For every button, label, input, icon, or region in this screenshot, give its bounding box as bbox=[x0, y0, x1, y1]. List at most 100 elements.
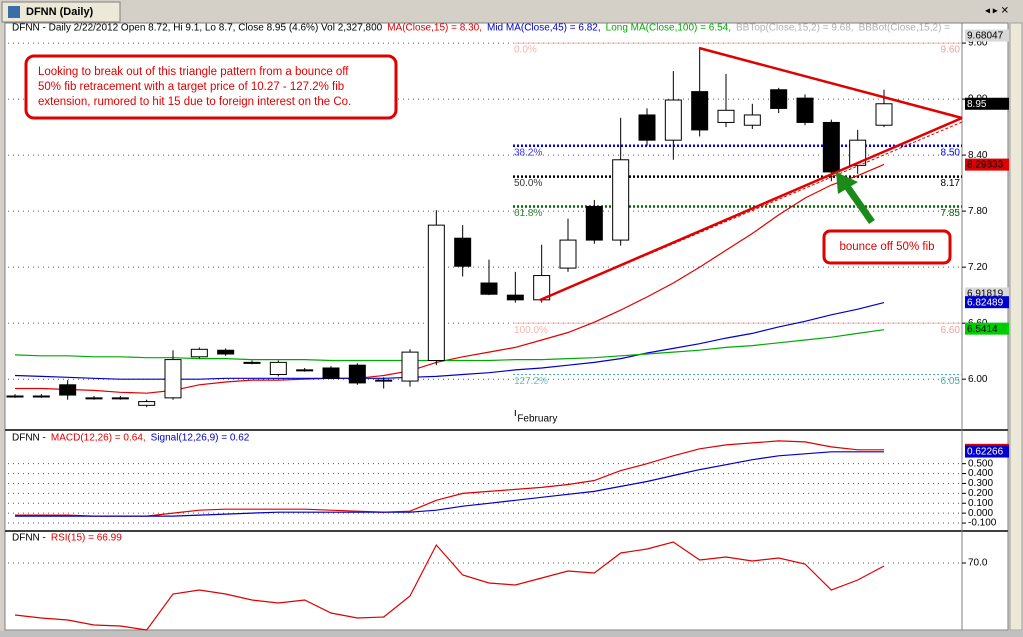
candle-body bbox=[190, 348, 208, 358]
y-tick-label: 7.20 bbox=[968, 262, 988, 273]
fib-name: 100.0% bbox=[514, 325, 548, 336]
price-tag-label: 6.91819 bbox=[967, 289, 1004, 300]
fib-name: 50.0% bbox=[514, 178, 542, 189]
panel-title: BBBot(Close,15,2) = bbox=[859, 23, 951, 34]
candle-body bbox=[691, 91, 709, 131]
candle-body bbox=[559, 239, 577, 269]
note-line: 50% fib retracement with a target price … bbox=[38, 81, 344, 93]
candle-body bbox=[638, 114, 656, 141]
y-tick-label: 0.300 bbox=[968, 478, 993, 489]
candle-body bbox=[454, 237, 472, 267]
series-line bbox=[15, 451, 884, 517]
y-tick-label: -0.100 bbox=[968, 518, 997, 529]
fib-value: 6.05 bbox=[941, 376, 961, 387]
panel-title: RSI(15) = 66.99 bbox=[51, 533, 122, 544]
fib-value: 6.60 bbox=[941, 325, 961, 336]
callout-arrowhead bbox=[836, 172, 858, 194]
y-tick-label: 0.200 bbox=[968, 488, 993, 499]
candle-body bbox=[664, 99, 682, 141]
candle-body bbox=[164, 359, 182, 399]
callout-frame bbox=[822, 229, 952, 265]
y-tick-label: 0.500 bbox=[968, 458, 993, 469]
panel-title: MACD(12,26) = 0.64, bbox=[51, 433, 146, 444]
price-tag-label: 8.95 bbox=[967, 99, 987, 110]
candle-body bbox=[138, 401, 156, 406]
candle-body bbox=[32, 395, 50, 398]
candle-body bbox=[348, 364, 366, 384]
candle-body bbox=[770, 89, 788, 109]
fib-value: 7.85 bbox=[941, 208, 961, 219]
panel-title: MA(Close,15) = 8.30, bbox=[387, 23, 482, 34]
trendline bbox=[539, 116, 963, 302]
callout: bounce off 50% fib bbox=[822, 172, 952, 265]
y-tick-label: 0.400 bbox=[968, 468, 993, 479]
price-tag bbox=[965, 29, 1009, 42]
y-tick-label: 8.40 bbox=[968, 150, 988, 161]
bottom-tabs bbox=[0, 631, 1023, 637]
candle-body bbox=[6, 395, 24, 398]
candle-body bbox=[111, 397, 129, 400]
window-controls[interactable]: ◂ ▸ ✕ bbox=[985, 6, 1009, 17]
note-box: Looking to break out of this triangle pa… bbox=[24, 54, 398, 120]
price-tag bbox=[965, 296, 1009, 309]
candle-body bbox=[875, 103, 893, 126]
candle-body bbox=[85, 397, 103, 400]
series-line bbox=[14, 541, 885, 631]
price-tag bbox=[965, 322, 1009, 335]
callout-arrow bbox=[843, 182, 875, 225]
y-tick-label: 70.0 bbox=[968, 558, 988, 569]
price-tag bbox=[965, 97, 1009, 110]
plots: DFNN - Daily 2/22/2012 Open 8.72, Hi 9.1… bbox=[6, 23, 1009, 631]
fib-name: 127.2% bbox=[514, 376, 548, 387]
candle-body bbox=[243, 361, 261, 364]
fib-name: 0.0% bbox=[514, 45, 537, 56]
candle-body bbox=[59, 384, 77, 396]
callout-text: bounce off 50% fib bbox=[839, 241, 934, 253]
series-line bbox=[15, 163, 885, 394]
candle-body bbox=[296, 369, 314, 372]
series-line bbox=[15, 440, 884, 517]
candle-body bbox=[849, 139, 867, 166]
note-line: Looking to break out of this triangle pa… bbox=[38, 66, 349, 78]
fib-value: 9.60 bbox=[941, 45, 961, 56]
candle-body bbox=[717, 109, 735, 123]
window-tab[interactable] bbox=[1, 1, 121, 23]
price-tag-label: 6.82489 bbox=[967, 297, 1004, 308]
panel-title: Mid MA(Close,45) = 6.82, bbox=[487, 23, 601, 34]
price-tag-label: 0.62266 bbox=[967, 447, 1004, 458]
y-tick-label: 0.100 bbox=[968, 498, 993, 509]
candle-body bbox=[322, 367, 340, 379]
candle-body bbox=[822, 121, 840, 173]
y-tick-label: 7.80 bbox=[968, 206, 988, 217]
panel-title: BBTop(Close,15,2) = 9.68, bbox=[736, 23, 854, 34]
chart-area bbox=[4, 22, 1009, 631]
y-tick-label: 6.00 bbox=[968, 374, 988, 385]
scrollbar[interactable] bbox=[1009, 22, 1023, 631]
candle-body bbox=[401, 351, 419, 382]
window-title: DFNN (Daily) bbox=[26, 6, 94, 18]
panel-title: Long MA(Close,100) = 6.54, bbox=[606, 23, 731, 34]
note-frame bbox=[24, 54, 398, 120]
fib-value: 8.50 bbox=[941, 147, 961, 158]
candle-body bbox=[375, 379, 393, 382]
trendline bbox=[698, 46, 963, 120]
y-tick-label: 9.60 bbox=[968, 38, 988, 49]
fib-name: 38.2% bbox=[514, 147, 542, 158]
price-tag-label: 6.5414 bbox=[967, 324, 998, 335]
series-line bbox=[14, 329, 885, 362]
series-line bbox=[14, 302, 885, 380]
fib-name: 61.8% bbox=[514, 208, 542, 219]
candle-body bbox=[743, 114, 761, 126]
tab-icon bbox=[8, 6, 20, 18]
trendline-dashed bbox=[539, 121, 963, 301]
y-tick-label: 0.000 bbox=[968, 508, 993, 519]
candle-body bbox=[612, 159, 630, 241]
candle-body bbox=[585, 205, 603, 241]
panel-title: Signal(12,26,9) = 0.62 bbox=[151, 433, 250, 444]
price-tag bbox=[965, 158, 1009, 171]
price-tag-label: 9.68047 bbox=[967, 31, 1004, 42]
candle-body bbox=[796, 97, 814, 123]
price-tag-label: 8.29833 bbox=[967, 160, 1004, 171]
